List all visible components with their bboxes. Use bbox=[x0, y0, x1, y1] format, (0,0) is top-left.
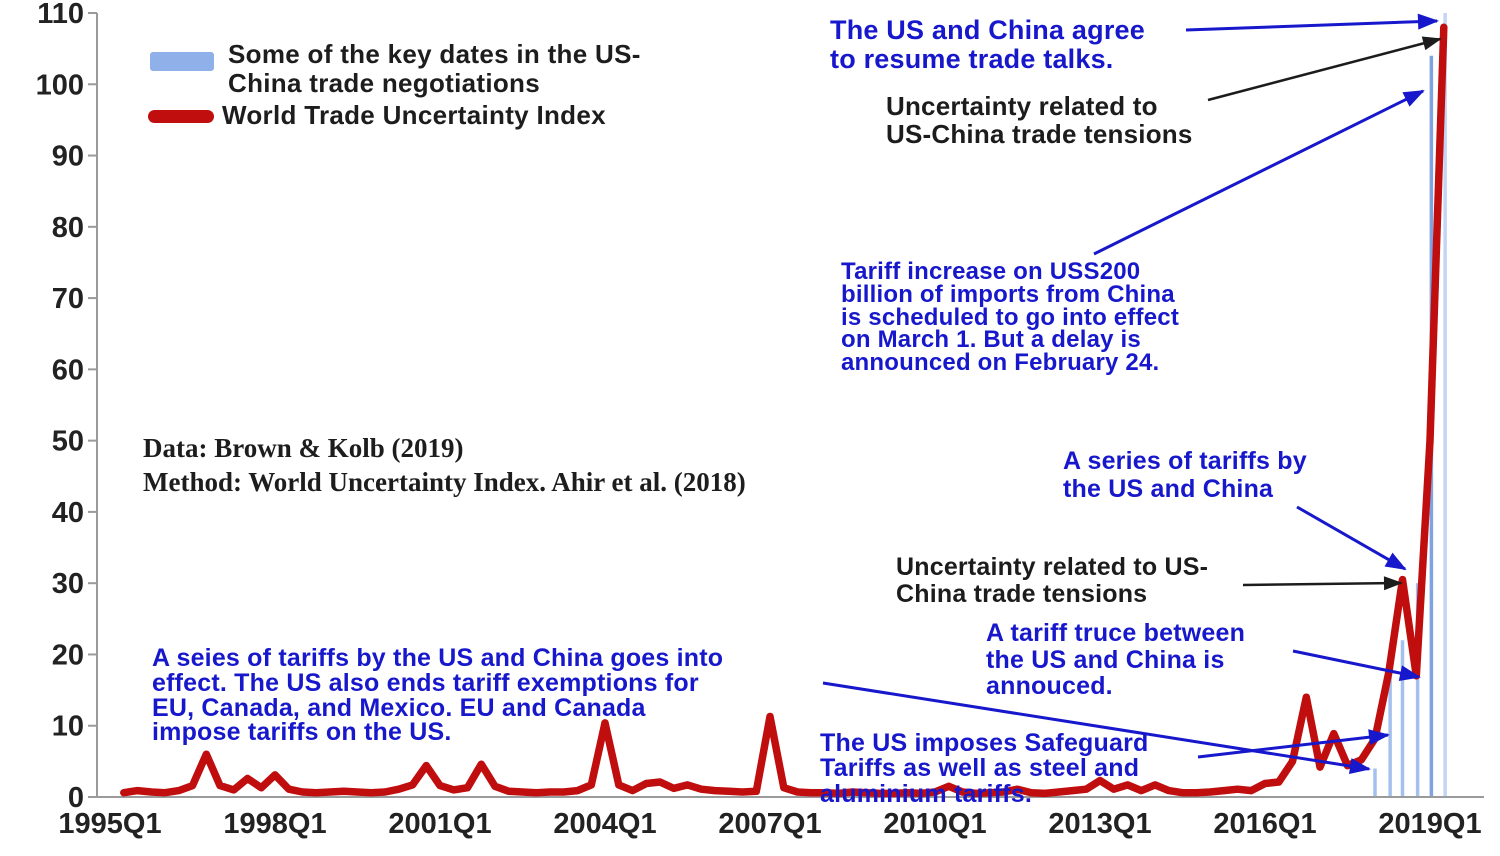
annotation-arrow bbox=[1093, 89, 1425, 256]
y-tick-label: 60 bbox=[52, 354, 84, 386]
y-tick-label: 30 bbox=[52, 568, 84, 600]
annotation-arrow bbox=[1242, 576, 1403, 591]
annotation-uncertainty-mid: Uncertainty related to US- China trade t… bbox=[896, 553, 1209, 608]
x-tick-label: 2016Q1 bbox=[1213, 808, 1316, 840]
y-tick-label: 40 bbox=[52, 497, 84, 529]
legend-keydates-label: Some of the key dates in the US- China t… bbox=[228, 39, 641, 98]
y-tick-label: 10 bbox=[52, 711, 84, 743]
x-tick-label: 2013Q1 bbox=[1048, 808, 1151, 840]
x-tick-label: 2019Q1 bbox=[1378, 808, 1481, 840]
annotation-tariff-increase: Tariff increase on USS200 billion of imp… bbox=[841, 258, 1180, 377]
source-note: Data: Brown & Kolb (2019) Method: World … bbox=[143, 432, 746, 500]
annotation-arrow bbox=[822, 681, 1371, 774]
y-tick-label: 50 bbox=[52, 426, 84, 458]
legend-keydates-swatch bbox=[150, 52, 214, 71]
annotation-arrow bbox=[1207, 36, 1442, 102]
y-tick-label: 90 bbox=[52, 141, 84, 173]
annotation-arrows-group bbox=[822, 13, 1442, 774]
annotation-arrow bbox=[1197, 729, 1390, 759]
source-method-line: Method: World Uncertainty Index. Ahir et… bbox=[143, 466, 746, 497]
x-tick-label: 1995Q1 bbox=[58, 808, 161, 840]
annotation-arrow bbox=[1292, 649, 1421, 681]
x-tick-label: 2004Q1 bbox=[553, 808, 656, 840]
annotation-series-of-tariffs: A series of tariffs by the US and China bbox=[1063, 447, 1307, 503]
y-tick-label: 70 bbox=[52, 283, 84, 315]
annotation-arrow bbox=[1185, 13, 1439, 32]
legend-wtu-swatch bbox=[148, 110, 214, 123]
wtu-index-line bbox=[120, 23, 1448, 798]
annotation-arrow bbox=[1296, 505, 1407, 571]
source-data-line: Data: Brown & Kolb (2019) bbox=[143, 433, 464, 463]
y-tick-label: 110 bbox=[37, 0, 84, 30]
x-tick-label: 2001Q1 bbox=[388, 808, 491, 840]
x-tick-label: 1998Q1 bbox=[223, 808, 326, 840]
y-tick-label: 80 bbox=[52, 212, 84, 244]
annotation-safeguard-tariffs: The US imposes Safeguard Tariffs as well… bbox=[820, 729, 1149, 808]
y-tick-label: 0 bbox=[68, 782, 84, 814]
wtu-line-group bbox=[120, 23, 1448, 798]
x-tick-label: 2007Q1 bbox=[718, 808, 821, 840]
y-tick-label: 100 bbox=[36, 69, 84, 101]
x-tick-label: 2010Q1 bbox=[883, 808, 986, 840]
annotation-resume-talks: The US and China agree to resume trade t… bbox=[830, 15, 1145, 74]
annotation-uncertainty-top: Uncertainty related to US-China trade te… bbox=[886, 91, 1193, 149]
y-tick-label: 20 bbox=[52, 639, 84, 671]
annotation-tariff-truce: A tariff truce between the US and China … bbox=[986, 619, 1246, 700]
legend-wtu-label: World Trade Uncertainty Index bbox=[222, 100, 606, 130]
axes-group: 0 10 20 30 40 50 60 70 80 90 100 110 1995Q1 1998Q1 200… bbox=[36, 0, 1484, 840]
annotation-seies-of-tariffs: A seies of tariffs by the US and China g… bbox=[152, 644, 724, 747]
